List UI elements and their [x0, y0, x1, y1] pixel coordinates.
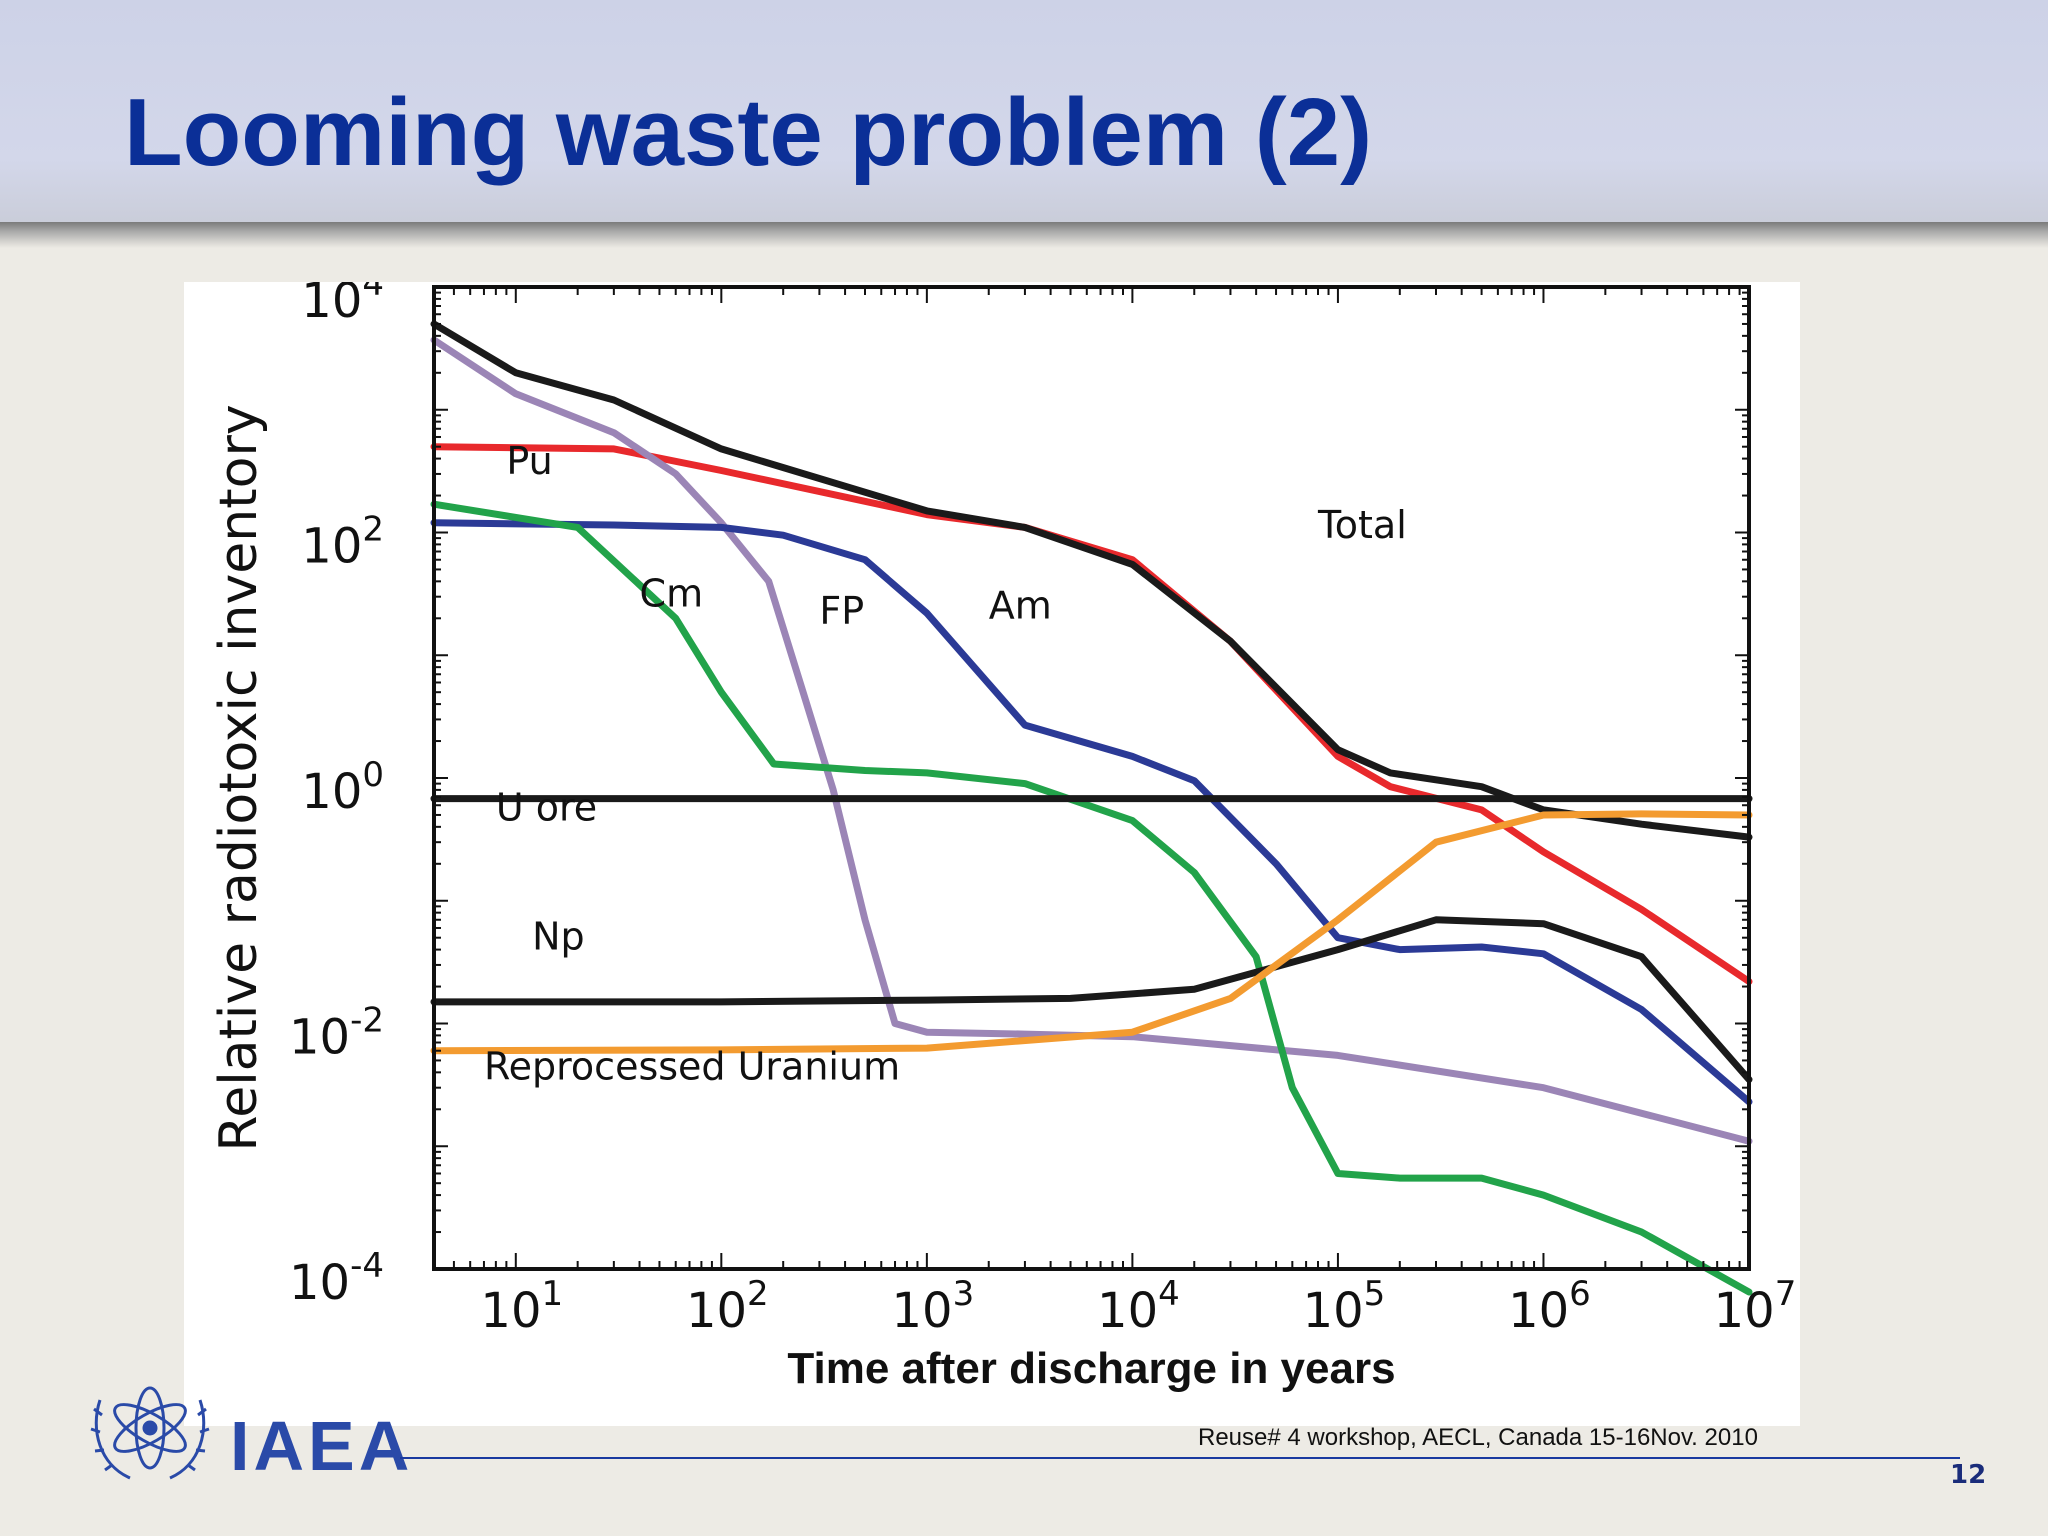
- logo-text: IAEA: [230, 1407, 413, 1485]
- x-tick-label: 102: [686, 1274, 769, 1339]
- footer-rule: [400, 1457, 1960, 1459]
- x-tick-label: 101: [480, 1274, 563, 1339]
- y-axis-title: Relative radiotoxic inventory: [209, 404, 269, 1151]
- series-line-cm: [430, 500, 1753, 1296]
- x-axis-title: Time after discharge in years: [787, 1344, 1395, 1393]
- curve-label-am: Am: [989, 583, 1052, 627]
- plot-frame: [432, 285, 1751, 1271]
- y-tick-label: 102: [301, 510, 384, 575]
- y-tick-label: 10-4: [289, 1246, 384, 1311]
- chart-panel: 101 102 103 104 105 106 107 104 102 100 10-2 10-4 Ti…: [184, 282, 1800, 1426]
- y-tick-label: 10-2: [289, 1001, 384, 1066]
- curve-label-u-ore: U ore: [496, 786, 597, 830]
- page-number: 12: [1950, 1460, 1987, 1490]
- series-line-reprocessed-uranium: [430, 810, 1753, 1055]
- x-tick-label: 107: [1714, 1274, 1797, 1339]
- slide-title: Looming waste problem (2): [124, 79, 1373, 186]
- series-layer: [430, 320, 1753, 1296]
- series-line-fp: [430, 336, 1753, 1145]
- curve-label-fp: FP: [819, 589, 864, 633]
- iaea-logo: IAEA: [90, 1386, 413, 1485]
- curve-label-reprocessed-uranium: Reprocessed Uranium: [484, 1044, 900, 1088]
- radiotoxicity-chart: 101 102 103 104 105 106 107 104 102 100 10-2 10-4 Ti…: [209, 282, 1796, 1393]
- y-tick-label: 104: [301, 282, 384, 329]
- curve-label-total: Total: [1317, 503, 1407, 547]
- un-emblem-icon: [90, 1386, 210, 1480]
- tick-layer: [433, 286, 1750, 1270]
- x-tick-label: 104: [1097, 1274, 1180, 1339]
- x-tick-label: 105: [1303, 1274, 1386, 1339]
- header-band: [0, 0, 2048, 228]
- curve-label-cm: Cm: [640, 571, 704, 615]
- header-shadow: [0, 222, 2048, 248]
- y-tick-label: 100: [301, 755, 384, 820]
- frame-layer: [432, 285, 1751, 1271]
- curve-label-np: Np: [532, 915, 585, 959]
- label-layer: 101 102 103 104 105 106 107 104 102 100 10-2 10-4 Ti…: [209, 282, 1796, 1393]
- x-tick-label: 106: [1508, 1274, 1591, 1339]
- curve-label-pu: Pu: [506, 439, 552, 483]
- footer-text: Reuse# 4 workshop, AECL, Canada 15-16Nov…: [1198, 1424, 1758, 1451]
- series-line-total: [430, 320, 1753, 841]
- x-tick-label: 103: [892, 1274, 975, 1339]
- series-line-am: [430, 519, 1753, 1106]
